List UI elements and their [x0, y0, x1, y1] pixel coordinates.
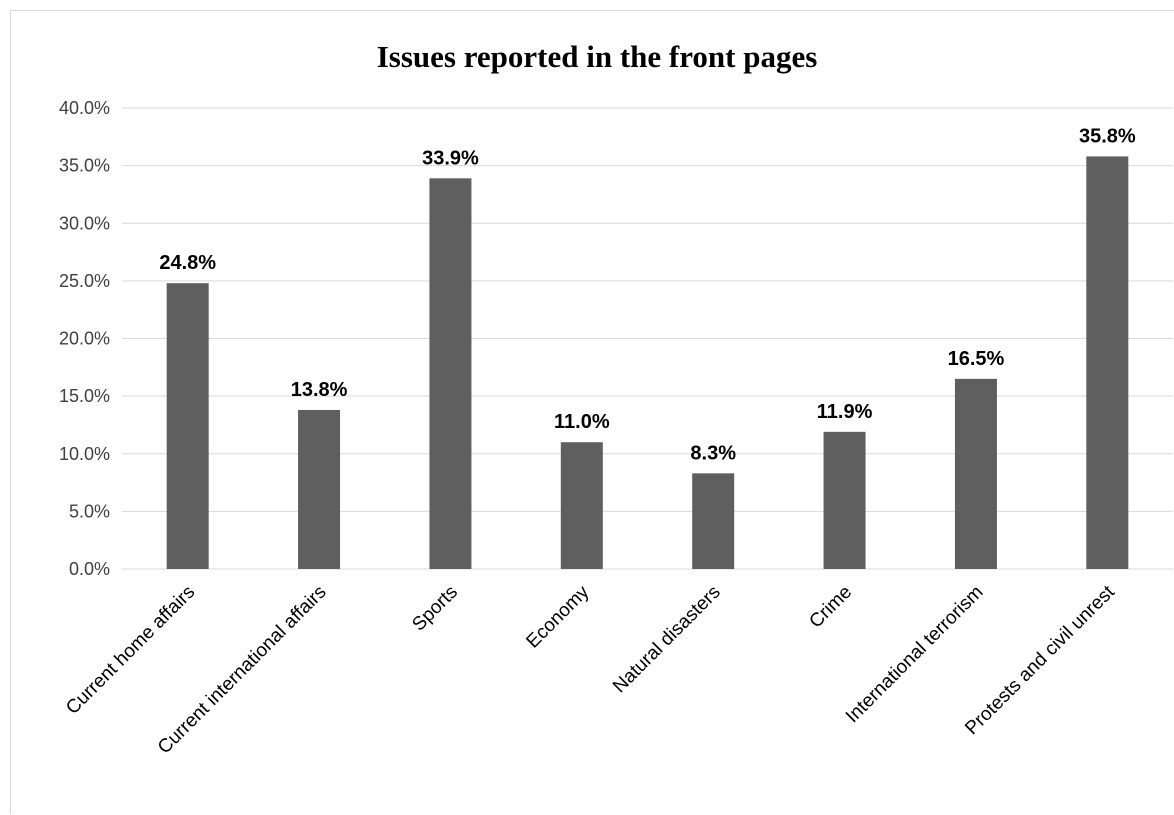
x-tick-label: Current home affairs [62, 582, 199, 719]
y-tick-label: 25.0% [59, 271, 110, 291]
x-tick-label: Crime [805, 582, 856, 633]
gridlines [122, 107, 1173, 570]
bar [429, 178, 472, 570]
bar [560, 442, 603, 569]
bars [166, 156, 1129, 570]
data-label: 16.5% [948, 348, 1005, 370]
y-tick-label: 5.0% [69, 501, 110, 521]
data-label: 35.8% [1079, 125, 1136, 147]
data-labels: 24.8% 13.8% 33.9% 11.0% 8.3% 11.9% 16.5% 35.8% [159, 125, 1136, 464]
x-tick-label: Natural disasters [609, 582, 725, 698]
data-label: 11.9% [817, 401, 873, 423]
bar [692, 473, 735, 569]
y-tick-label: 40.0% [59, 98, 110, 118]
bar [166, 283, 209, 569]
data-label: 24.8% [159, 252, 216, 274]
data-label: 33.9% [422, 147, 479, 169]
bar [823, 431, 866, 569]
x-tick-label: Economy [522, 581, 593, 652]
chart-frame: Issues reported in the front pages 0.0% 5… [10, 10, 1174, 814]
x-tick-label: Sports [408, 582, 462, 636]
y-tick-label: 15.0% [59, 386, 110, 406]
y-tick-label: 20.0% [59, 329, 110, 349]
y-tick-label: 0.0% [69, 559, 110, 579]
y-tick-label: 30.0% [59, 213, 110, 233]
data-label: 8.3% [690, 442, 736, 464]
data-label: 11.0% [554, 411, 610, 433]
x-tick-label: Protests and civil unrest [961, 581, 1119, 739]
data-label: 13.8% [291, 379, 348, 401]
bar [954, 378, 997, 569]
bar [1086, 156, 1129, 569]
chart-title: Issues reported in the front pages [377, 39, 818, 74]
bar [298, 409, 341, 569]
x-tick-label: International terrorism [842, 582, 988, 728]
y-tick-label: 35.0% [59, 156, 110, 176]
bar-chart: Issues reported in the front pages 0.0% 5… [59, 39, 1173, 758]
y-axis: 0.0% 5.0% 10.0% 15.0% 20.0% 25.0% 30.0% 35.0% 40… [59, 98, 110, 579]
y-tick-label: 10.0% [59, 444, 110, 464]
